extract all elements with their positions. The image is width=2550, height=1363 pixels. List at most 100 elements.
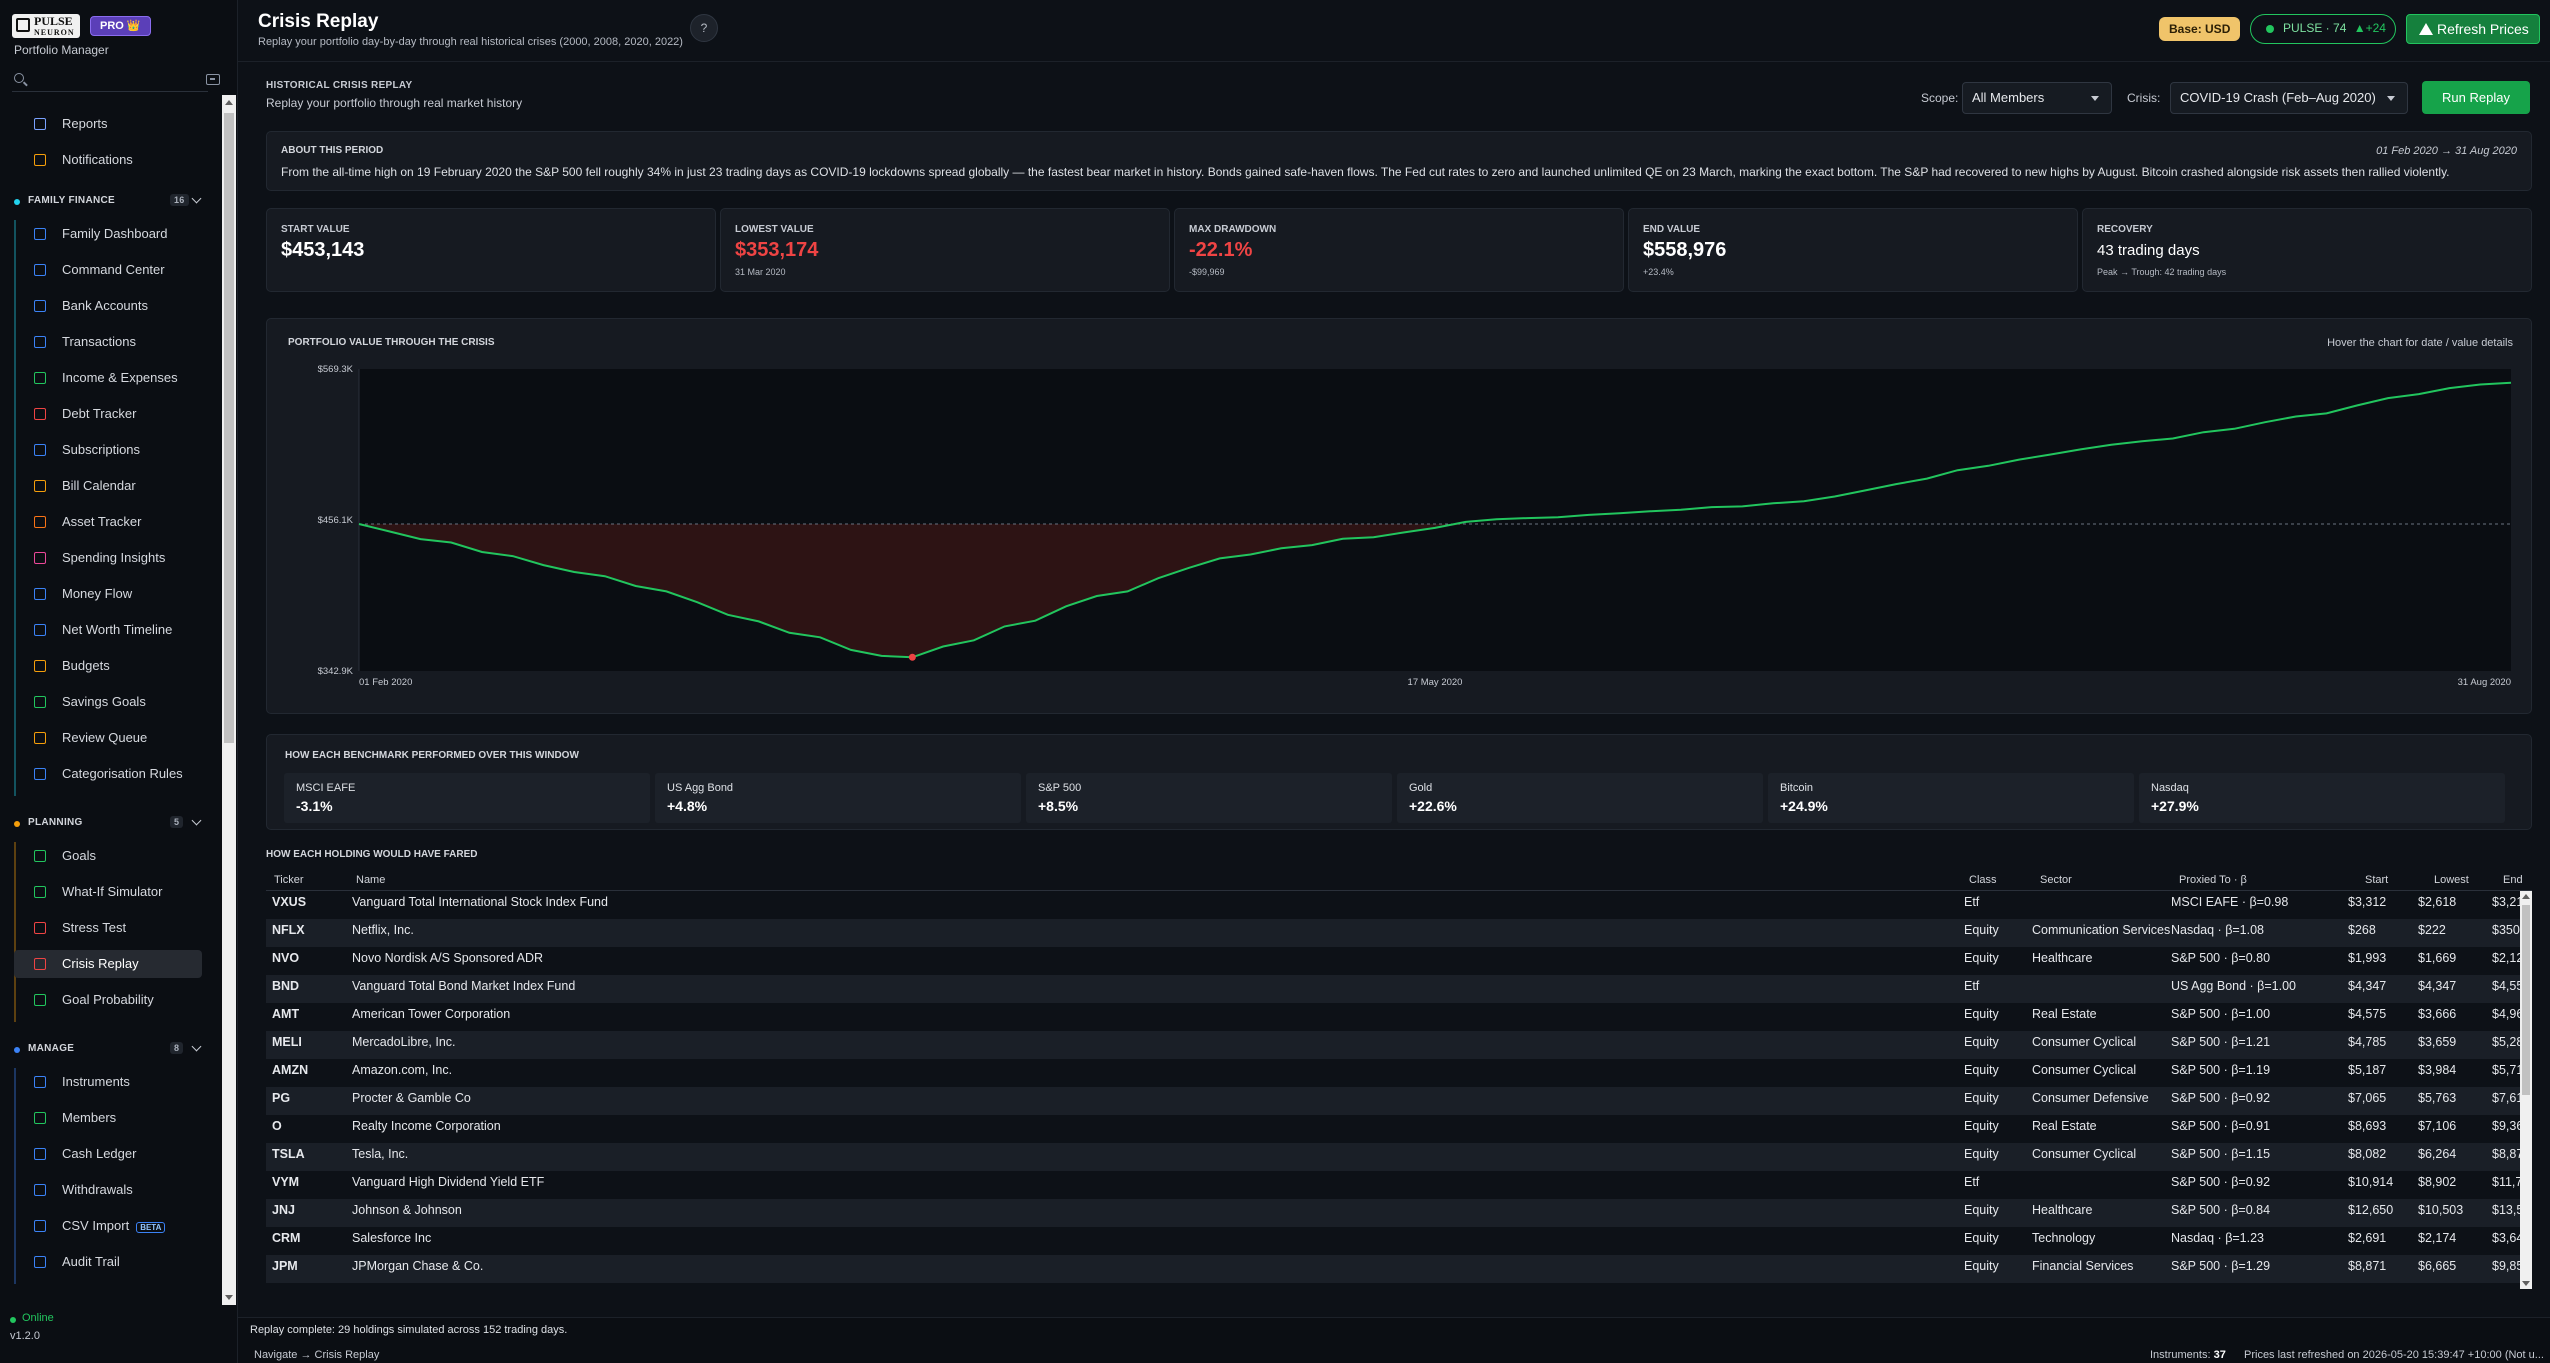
cell-end: $4,555 bbox=[2492, 979, 2520, 993]
table-row[interactable]: VXUS Vanguard Total International Stock I… bbox=[266, 891, 2520, 919]
table-row[interactable]: JNJ Johnson & Johnson Equity Healthcare S&P … bbox=[266, 1199, 2520, 1227]
cell-name: Netflix, Inc. bbox=[352, 923, 414, 937]
stat-label: RECOVERY bbox=[2097, 224, 2153, 235]
sidebar-item-bill-calendar[interactable]: Bill Calendar bbox=[14, 472, 202, 500]
table-row[interactable]: CRM Salesforce Inc Equity Technology Nasdaq … bbox=[266, 1227, 2520, 1255]
sidebar-item-income-expenses[interactable]: Income & Expenses bbox=[14, 364, 202, 392]
sidebar-item-family-dashboard[interactable]: Family Dashboard bbox=[14, 220, 202, 248]
app-logo[interactable]: PULSE NEURON bbox=[12, 14, 80, 38]
sidebar-item-bank-accounts[interactable]: Bank Accounts bbox=[14, 292, 202, 320]
sidebar-item-net-worth-timeline[interactable]: Net Worth Timeline bbox=[14, 616, 202, 644]
cell-ticker: VYM bbox=[272, 1175, 300, 1189]
sidebar-group-manage[interactable]: MANAGE 8 bbox=[14, 1041, 210, 1062]
sidebar-item-savings-goals[interactable]: Savings Goals bbox=[14, 688, 202, 716]
chevron-down-icon[interactable] bbox=[191, 1041, 202, 1052]
sidebar-item-asset-tracker[interactable]: Asset Tracker bbox=[14, 508, 202, 536]
cell-sector: Consumer Cyclical bbox=[2032, 1063, 2137, 1077]
sidebar-item-cash-ledger[interactable]: Cash Ledger bbox=[14, 1140, 202, 1168]
table-row[interactable]: MELI MercadoLibre, Inc. Equity Consumer Cyc… bbox=[266, 1031, 2520, 1059]
cell-start: $4,347 bbox=[2348, 979, 2387, 993]
table-row[interactable]: AMT American Tower Corporation Equity Real … bbox=[266, 1003, 2520, 1031]
sidebar-item-audit-trail[interactable]: Audit Trail bbox=[14, 1248, 202, 1276]
column-header-class[interactable]: Class bbox=[1969, 874, 1997, 886]
group-rail bbox=[14, 220, 16, 796]
cell-lowest: $5,763 bbox=[2418, 1091, 2457, 1105]
sidebar-item-review-queue[interactable]: Review Queue bbox=[14, 724, 202, 752]
column-header-ticker[interactable]: Ticker bbox=[274, 874, 304, 886]
scroll-down-icon[interactable] bbox=[2522, 1281, 2530, 1286]
cell-class: Equity bbox=[1964, 1035, 1999, 1049]
sidebar-item-crisis-replay[interactable]: Crisis Replay bbox=[14, 950, 202, 978]
chevron-down-icon[interactable] bbox=[191, 815, 202, 826]
group-label: MANAGE bbox=[28, 1043, 75, 1054]
lowest-point-marker[interactable] bbox=[908, 653, 916, 661]
sidebar-collapse-button[interactable] bbox=[206, 74, 220, 85]
cell-start: $8,082 bbox=[2348, 1147, 2387, 1161]
sidebar-search-input[interactable] bbox=[12, 72, 208, 92]
column-header-start[interactable]: Start bbox=[2365, 874, 2389, 886]
pulse-score-pill[interactable]: PULSE · 74 ▲+24 bbox=[2250, 14, 2396, 44]
sidebar-item-members[interactable]: Members bbox=[14, 1104, 202, 1132]
table-row[interactable]: PG Procter & Gamble Co Equity Consumer Defe… bbox=[266, 1087, 2520, 1115]
table-row[interactable]: BND Vanguard Total Bond Market Index Fund… bbox=[266, 975, 2520, 1003]
scroll-up-icon[interactable] bbox=[2522, 894, 2530, 899]
sidebar-item-money-flow[interactable]: Money Flow bbox=[14, 580, 202, 608]
chevron-down-icon[interactable] bbox=[191, 193, 202, 204]
cell-ticker: VXUS bbox=[272, 895, 307, 909]
table-row[interactable]: NVO Novo Nordisk A/S Sponsored ADR Equity H… bbox=[266, 947, 2520, 975]
sidebar-item-notifications[interactable]: Notifications bbox=[14, 146, 202, 174]
sidebar-item-label: Command Center bbox=[62, 262, 165, 277]
scrollbar-thumb[interactable] bbox=[224, 113, 234, 743]
sidebar-group-planning[interactable]: PLANNING 5 bbox=[14, 815, 210, 836]
sidebar-item-subscriptions[interactable]: Subscriptions bbox=[14, 436, 202, 464]
column-header-end[interactable]: End bbox=[2503, 874, 2523, 886]
table-row[interactable]: O Realty Income Corporation Equity Real Est… bbox=[266, 1115, 2520, 1143]
column-header-proxied-to[interactable]: Proxied To · β bbox=[2179, 874, 2247, 886]
page-title: Crisis Replay bbox=[258, 11, 379, 32]
column-header-sector[interactable]: Sector bbox=[2040, 874, 2072, 886]
sidebar-item-spending-insights[interactable]: Spending Insights bbox=[14, 544, 202, 572]
portfolio-chart-card[interactable]: PORTFOLIO VALUE THROUGH THE CRISIS Hover… bbox=[266, 318, 2532, 714]
status-navigation: Navigate → Crisis Replay bbox=[254, 1349, 380, 1361]
help-button[interactable]: ? bbox=[690, 14, 718, 42]
table-row[interactable]: JPM JPMorgan Chase & Co. Equity Financial S… bbox=[266, 1255, 2520, 1283]
base-currency-badge[interactable]: Base: USD bbox=[2159, 17, 2241, 41]
cell-proxied-to: S&P 500 · β=1.00 bbox=[2171, 1007, 2271, 1021]
sidebar-item-transactions[interactable]: Transactions bbox=[14, 328, 202, 356]
refresh-prices-button[interactable]: Refresh Prices bbox=[2406, 14, 2540, 44]
table-row[interactable]: TSLA Tesla, Inc. Equity Consumer Cyclical S&… bbox=[266, 1143, 2520, 1171]
sidebar-item-what-if-simulator[interactable]: What-If Simulator bbox=[14, 878, 202, 906]
sidebar-item-debt-tracker[interactable]: Debt Tracker bbox=[14, 400, 202, 428]
scroll-up-icon[interactable] bbox=[225, 100, 233, 105]
sidebar-group-family-finance[interactable]: FAMILY FINANCE 16 bbox=[14, 193, 210, 214]
cell-proxied-to: S&P 500 · β=1.29 bbox=[2171, 1259, 2271, 1273]
portfolio-value-line[interactable] bbox=[358, 381, 2512, 659]
sidebar-item-categorisation-rules[interactable]: Categorisation Rules bbox=[14, 760, 202, 788]
column-header-lowest[interactable]: Lowest bbox=[2434, 874, 2469, 886]
brand: PULSE NEURON PRO 👑 Portfolio Manager bbox=[12, 14, 232, 58]
column-header-name[interactable]: Name bbox=[356, 874, 386, 886]
table-scrollbar[interactable] bbox=[2520, 891, 2532, 1289]
portfolio-value-chart[interactable]: $569.3K $456.1K $342.9K 01 Feb 2020 17 May 2… bbox=[267, 319, 2533, 715]
sidebar-item-budgets[interactable]: Budgets bbox=[14, 652, 202, 680]
table-row[interactable]: NFLX Netflix, Inc. Equity Communication Ser… bbox=[266, 919, 2520, 947]
sidebar-item-instruments[interactable]: Instruments bbox=[14, 1068, 202, 1096]
scope-select[interactable]: All Members bbox=[1962, 82, 2112, 114]
run-replay-button[interactable]: Run Replay bbox=[2422, 81, 2530, 114]
sidebar-scrollbar[interactable] bbox=[222, 95, 236, 1305]
sidebar-item-csv-import[interactable]: CSV Import BETA bbox=[14, 1212, 202, 1240]
sidebar-item-reports[interactable]: Reports bbox=[14, 110, 202, 138]
sidebar-item-stress-test[interactable]: Stress Test bbox=[14, 914, 202, 942]
sidebar-item-command-center[interactable]: Command Center bbox=[14, 256, 202, 284]
table-row[interactable]: VYM Vanguard High Dividend Yield ETF Etf S&… bbox=[266, 1171, 2520, 1199]
sidebar-item-label: Savings Goals bbox=[62, 694, 146, 709]
table-row[interactable]: AMZN Amazon.com, Inc. Equity Consumer Cycli… bbox=[266, 1059, 2520, 1087]
crisis-select[interactable]: COVID-19 Crash (Feb–Aug 2020) bbox=[2170, 82, 2408, 114]
cell-sector: Consumer Cyclical bbox=[2032, 1035, 2137, 1049]
sidebar-item-withdrawals[interactable]: Withdrawals bbox=[14, 1176, 202, 1204]
sidebar-item-goals[interactable]: Goals bbox=[14, 842, 202, 870]
sidebar-item-goal-probability[interactable]: Goal Probability bbox=[14, 986, 202, 1014]
scrollbar-thumb[interactable] bbox=[2522, 905, 2530, 1095]
benchmark-nasdaq: Nasdaq +27.9% bbox=[2139, 773, 2505, 823]
scroll-down-icon[interactable] bbox=[225, 1295, 233, 1300]
